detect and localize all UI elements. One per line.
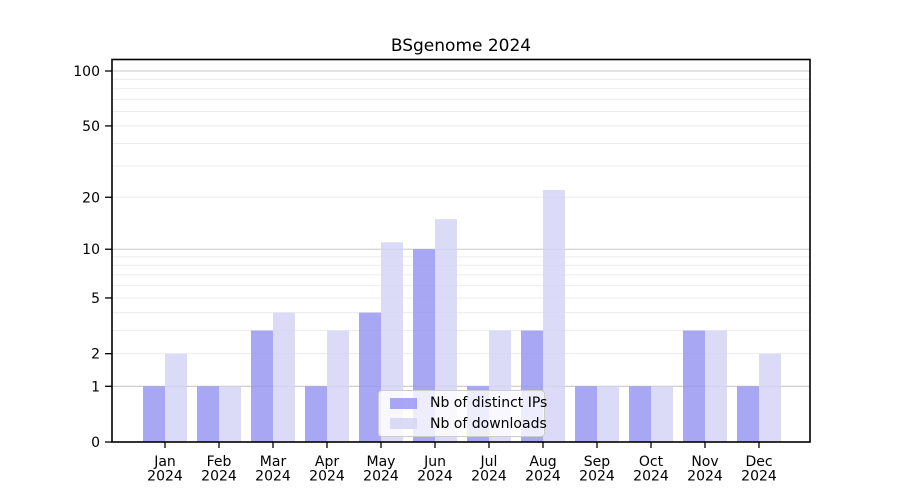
bar-downloads-feb: [219, 386, 241, 442]
bar-downloads-apr: [327, 330, 349, 442]
bar-downloads-dec: [759, 353, 781, 442]
x-tick-label: Sep 2024: [579, 454, 615, 485]
bar-downloads-nov: [705, 330, 727, 442]
x-tick-label: Aug 2024: [525, 454, 561, 485]
bar-downloads-sep: [597, 386, 619, 442]
plot-frame: [111, 58, 811, 443]
legend-label-distinct-ips: Nb of distinct IPs: [430, 395, 548, 412]
bar-distinct-ips-may: [359, 312, 381, 442]
x-tick-label: Jun 2024: [417, 454, 453, 485]
bar-downloads-oct: [651, 386, 673, 442]
x-tick-label: Feb 2024: [201, 454, 237, 485]
bar-distinct-ips-nov: [683, 330, 705, 442]
x-tick-label: Jul 2024: [471, 454, 507, 485]
chart-legend: Nb of distinct IPs Nb of downloads: [378, 390, 547, 437]
bar-distinct-ips-oct: [629, 386, 651, 442]
bar-downloads-jun: [435, 219, 457, 442]
y-tick-label: 10: [82, 242, 100, 258]
legend-swatch-downloads: [390, 418, 417, 430]
y-tick-label: 50: [82, 119, 100, 135]
y-tick-label: 2: [91, 347, 100, 363]
x-tick-label: Oct 2024: [633, 454, 669, 485]
x-tick-label: Dec 2024: [741, 454, 777, 485]
bar-distinct-ips-sep: [575, 386, 597, 442]
x-tick-label: Nov 2024: [687, 454, 723, 485]
bar-downloads-jan: [165, 353, 187, 442]
x-tick-label: Apr 2024: [309, 454, 345, 485]
bar-distinct-ips-mar: [251, 330, 273, 442]
x-tick-label: May 2024: [363, 454, 399, 485]
legend-row-distinct-ips: Nb of distinct IPs: [385, 395, 547, 411]
x-tick-label: Jan 2024: [147, 454, 183, 485]
bar-distinct-ips-dec: [737, 386, 759, 442]
bar-downloads-aug: [543, 189, 565, 442]
y-tick-label: 5: [91, 291, 100, 307]
y-tick-label: 0: [91, 435, 100, 451]
y-tick-label: 1: [91, 379, 100, 395]
legend-label-downloads: Nb of downloads: [430, 415, 547, 432]
y-tick-label: 20: [82, 190, 100, 206]
y-tick-label: 100: [73, 64, 100, 80]
bar-distinct-ips-jan: [143, 386, 165, 442]
legend-swatch-distinct-ips: [390, 397, 417, 409]
bar-distinct-ips-feb: [197, 386, 219, 442]
chart-title: BSgenome 2024: [390, 36, 532, 56]
bar-downloads-mar: [273, 312, 295, 442]
legend-row-downloads: Nb of downloads: [385, 416, 547, 432]
x-tick-label: Mar 2024: [255, 454, 291, 485]
bar-distinct-ips-apr: [305, 386, 327, 442]
